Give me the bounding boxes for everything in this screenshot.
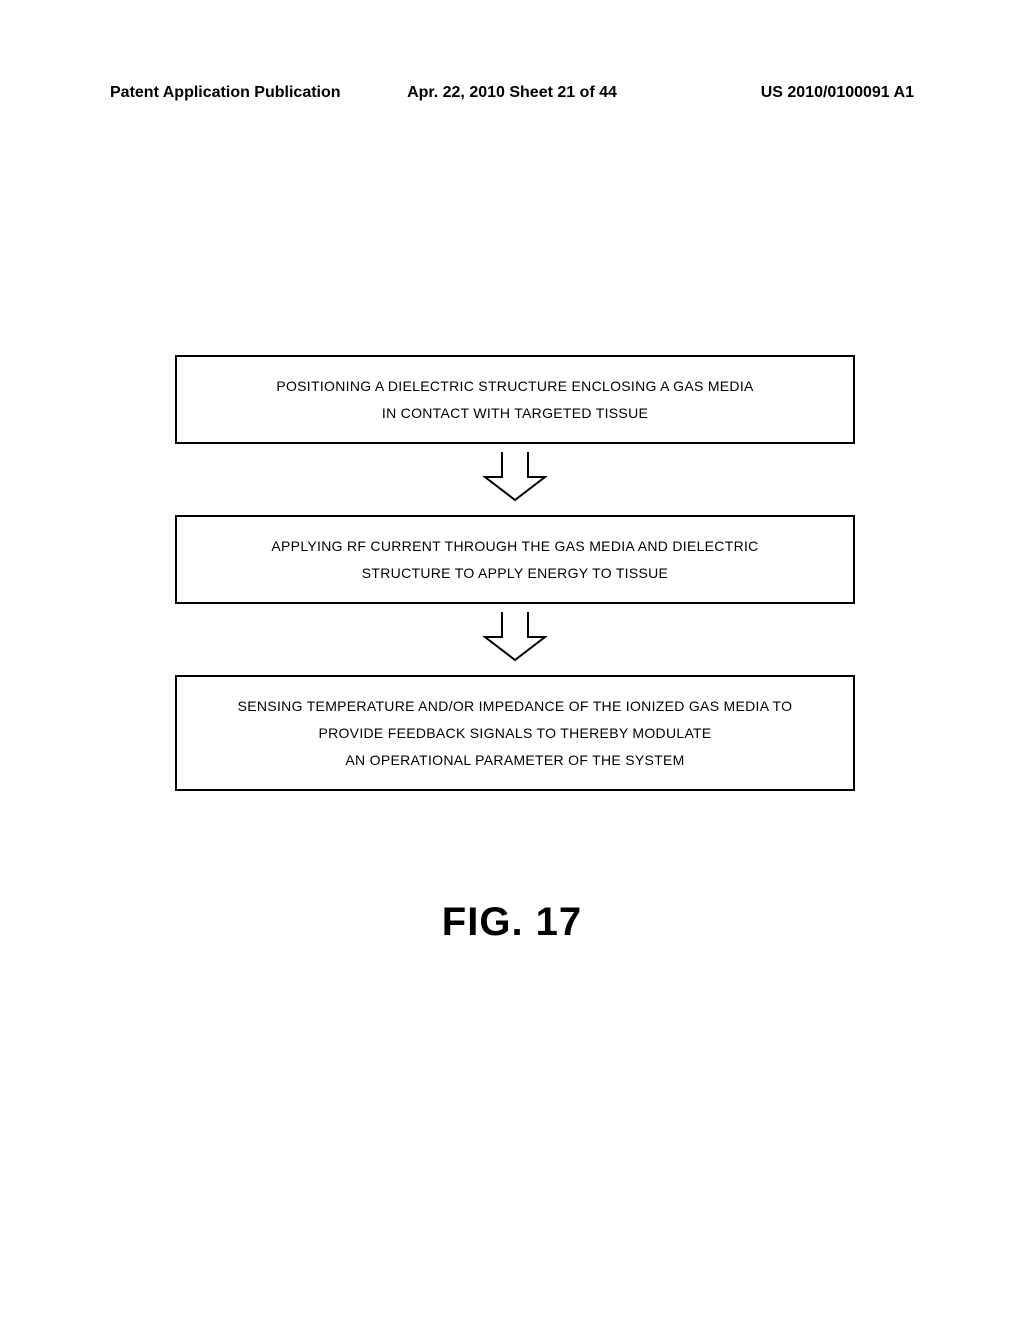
flowchart-box-3-line-3: AN OPERATIONAL PARAMETER OF THE SYSTEM bbox=[345, 752, 684, 768]
down-arrow-icon bbox=[470, 452, 560, 507]
figure-label: FIG. 17 bbox=[0, 900, 1024, 945]
page-header: Patent Application Publication Apr. 22, … bbox=[0, 84, 1024, 102]
flowchart: POSITIONING A DIELECTRIC STRUCTURE ENCLO… bbox=[175, 355, 855, 791]
flowchart-box-1-line-2: IN CONTACT WITH TARGETED TISSUE bbox=[382, 405, 648, 421]
flowchart-box-2-line-2: STRUCTURE TO APPLY ENERGY TO TISSUE bbox=[362, 565, 668, 581]
header-publication-type: Patent Application Publication bbox=[110, 84, 407, 102]
down-arrow-icon bbox=[470, 612, 560, 667]
flowchart-arrow-1 bbox=[175, 452, 855, 507]
flowchart-box-1: POSITIONING A DIELECTRIC STRUCTURE ENCLO… bbox=[175, 355, 855, 444]
header-date-sheet: Apr. 22, 2010 Sheet 21 of 44 bbox=[407, 84, 617, 102]
header-publication-number: US 2010/0100091 A1 bbox=[617, 84, 914, 102]
flowchart-box-3-line-1: SENSING TEMPERATURE AND/OR IMPEDANCE OF … bbox=[238, 698, 793, 714]
flowchart-box-2-line-1: APPLYING RF CURRENT THROUGH THE GAS MEDI… bbox=[271, 538, 758, 554]
flowchart-box-3-line-2: PROVIDE FEEDBACK SIGNALS TO THEREBY MODU… bbox=[318, 725, 711, 741]
flowchart-box-2: APPLYING RF CURRENT THROUGH THE GAS MEDI… bbox=[175, 515, 855, 604]
flowchart-box-3: SENSING TEMPERATURE AND/OR IMPEDANCE OF … bbox=[175, 675, 855, 791]
flowchart-box-1-line-1: POSITIONING A DIELECTRIC STRUCTURE ENCLO… bbox=[276, 378, 753, 394]
flowchart-arrow-2 bbox=[175, 612, 855, 667]
